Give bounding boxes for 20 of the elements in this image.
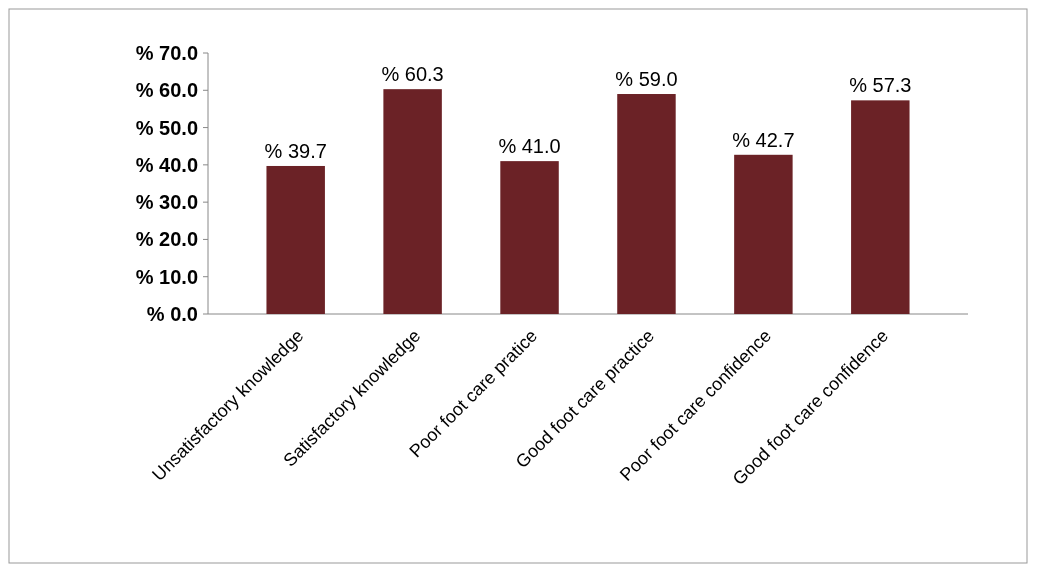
y-tick-label: % 60.0 bbox=[135, 79, 198, 102]
y-tick-label: % 30.0 bbox=[135, 191, 198, 214]
y-tick-label: % 10.0 bbox=[135, 265, 198, 288]
y-tick-label: % 70.0 bbox=[135, 42, 198, 64]
data-label: % 41.0 bbox=[498, 135, 561, 158]
data-label: % 59.0 bbox=[615, 68, 678, 91]
data-label: % 39.7 bbox=[264, 139, 327, 162]
y-tick-label: % 0.0 bbox=[146, 303, 198, 325]
data-label: % 60.3 bbox=[381, 63, 444, 86]
bar bbox=[266, 165, 325, 314]
bar bbox=[734, 154, 793, 314]
bar bbox=[617, 94, 676, 314]
bar bbox=[383, 89, 442, 314]
data-label: % 57.3 bbox=[849, 74, 912, 97]
bar bbox=[851, 100, 910, 314]
y-tick-label: % 50.0 bbox=[135, 116, 198, 139]
data-label: % 42.7 bbox=[732, 128, 795, 151]
bar bbox=[500, 161, 559, 314]
y-tick-label: % 40.0 bbox=[135, 153, 198, 176]
y-tick-label: % 20.0 bbox=[135, 228, 198, 251]
